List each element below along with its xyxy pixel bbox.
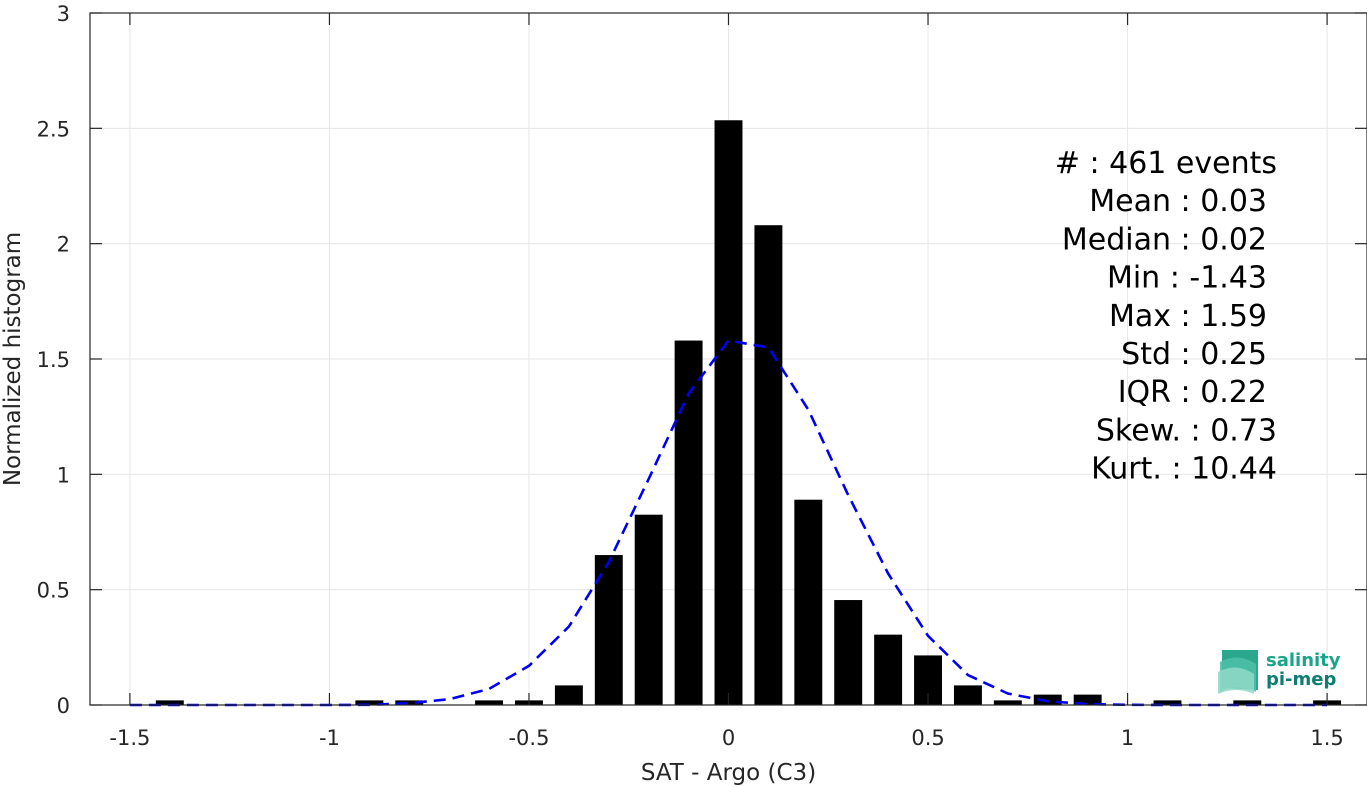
- histogram-bar: [1033, 694, 1062, 705]
- x-tick-label: 1.5: [1310, 726, 1343, 750]
- stat-max: Max : 1.59: [1109, 299, 1267, 334]
- logo-text-pi-mep: pi-mep: [1266, 669, 1336, 690]
- stat-count: # : 461 events: [1055, 146, 1277, 181]
- histogram-bars: [155, 120, 1342, 706]
- histogram-bar: [395, 700, 424, 705]
- x-tick-label: 0.5: [911, 726, 944, 750]
- y-tick-label: 1.5: [37, 348, 70, 372]
- axis-ticks: [90, 12, 1367, 706]
- y-tick-label: 2.5: [37, 117, 70, 141]
- wave-logo-icon: [1218, 650, 1258, 694]
- histogram-bar: [674, 340, 703, 705]
- stat-median: Median : 0.02: [1062, 222, 1267, 257]
- x-tick-label: 1: [1121, 726, 1134, 750]
- stat-kurt: Kurt. : 10.44: [1091, 452, 1277, 487]
- y-tick-label: 0.5: [37, 579, 70, 603]
- x-tick-label: -1: [319, 726, 340, 750]
- stat-iqr: IQR : 0.22: [1118, 375, 1267, 410]
- stat-skew: Skew. : 0.73: [1096, 413, 1277, 448]
- histogram-bar: [874, 634, 903, 705]
- y-tick-labels: 0 0.5 1 1.5 2 2.5 3: [37, 2, 70, 718]
- x-tick-labels: -1.5 -1 -0.5 0 0.5 1 1.5: [109, 726, 1343, 750]
- histogram-bar: [554, 685, 583, 705]
- histogram-bar: [1233, 700, 1262, 705]
- histogram-bar: [355, 700, 384, 705]
- stat-std: Std : 0.25: [1121, 337, 1267, 372]
- x-axis-label: SAT - Argo (C3): [641, 760, 816, 786]
- stat-min: Min : -1.43: [1107, 261, 1267, 296]
- histogram-bar: [594, 555, 623, 705]
- x-tick-label: -1.5: [109, 726, 150, 750]
- x-tick-label: -0.5: [508, 726, 549, 750]
- histogram-bar: [714, 120, 743, 705]
- histogram-bar: [953, 685, 982, 705]
- statistics-panel: # : 461 events Mean : 0.03 Median : 0.02…: [1055, 146, 1277, 487]
- logo-text-salinity: salinity: [1266, 650, 1341, 671]
- histogram-bar: [754, 225, 783, 706]
- y-tick-label: 1: [57, 463, 70, 487]
- histogram-bar: [155, 700, 184, 705]
- histogram-bar: [1073, 694, 1102, 705]
- y-tick-label: 0: [57, 694, 70, 718]
- stat-mean: Mean : 0.03: [1089, 184, 1267, 219]
- histogram-bar: [794, 499, 823, 705]
- histogram-bar: [993, 700, 1022, 705]
- y-tick-label: 3: [57, 2, 70, 26]
- y-tick-label: 2: [57, 233, 70, 257]
- x-tick-label: 0: [722, 726, 735, 750]
- histogram-bar: [1153, 700, 1182, 705]
- histogram-bar: [475, 700, 504, 705]
- salinity-pi-mep-logo: salinity pi-mep: [1218, 650, 1341, 694]
- histogram-bar: [834, 600, 863, 705]
- y-axis-label: Normalized histogram: [0, 232, 26, 486]
- histogram-bar: [634, 514, 663, 705]
